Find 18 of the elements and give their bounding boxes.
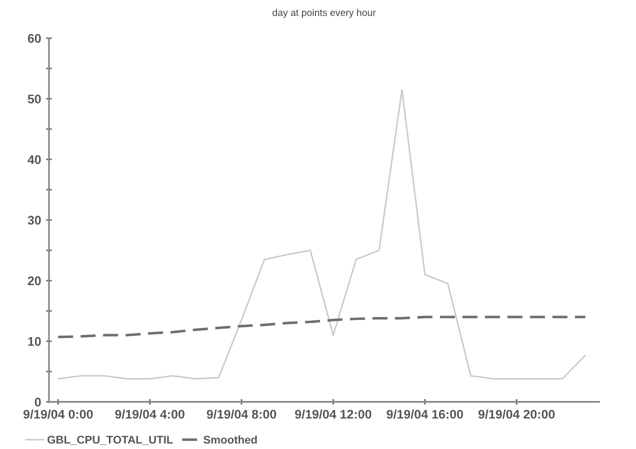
y-tick-label: 40: [28, 155, 41, 164]
legend-label: GBL_CPU_TOTAL_UTIL: [48, 436, 173, 445]
line-series: [57, 88, 586, 380]
line-series: [56, 316, 587, 338]
legend-label: Smoothed: [204, 435, 257, 444]
y-tick-label: 30: [28, 216, 41, 225]
y-tick-label: 0: [34, 398, 41, 407]
y-tick-label: 10: [28, 337, 41, 346]
y-tick-label: 60: [28, 34, 41, 43]
y-tick-label: 20: [28, 276, 41, 286]
y-tick-label: 50: [28, 94, 41, 104]
x-tick-label: 9/19/04 8:00: [206, 409, 276, 419]
x-tick-label: 9/19/04 16:00: [386, 409, 463, 419]
x-tick-label: 9/19/04 20:00: [478, 409, 555, 419]
x-tick-label: 9/19/04 0:00: [23, 409, 93, 419]
chart-title: day at points every hour: [272, 8, 376, 18]
x-tick-label: 9/19/04 12:00: [295, 409, 372, 419]
x-tick-label: 9/19/04 4:00: [115, 409, 184, 419]
